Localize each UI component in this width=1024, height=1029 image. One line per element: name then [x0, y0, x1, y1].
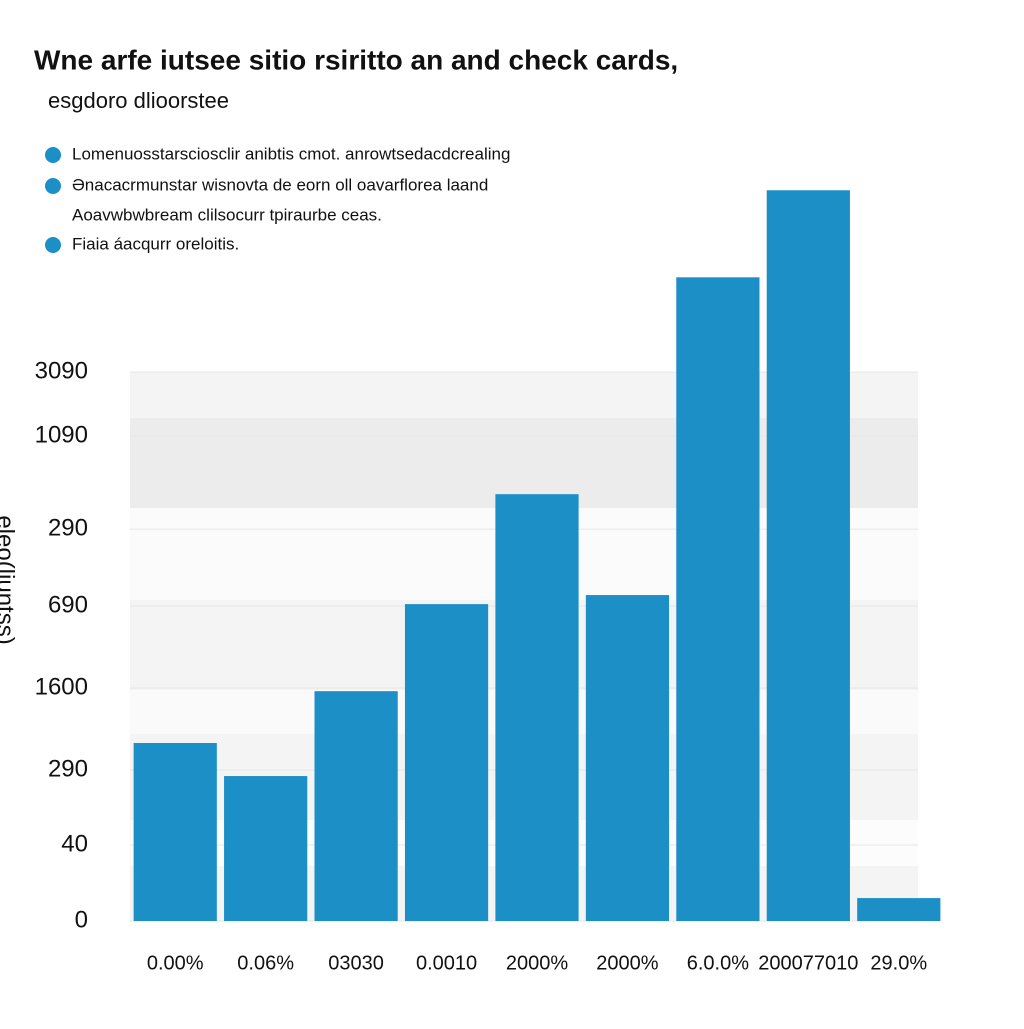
y-axis-label: eleo(ljuntss) — [0, 515, 19, 644]
x-tick-label: 03030 — [328, 952, 384, 974]
x-tick-label: 0.00% — [147, 952, 204, 974]
y-tick-label: 40 — [61, 830, 88, 857]
note: Fiaia áacqurr oreloitis. — [72, 234, 239, 253]
x-tick-label: 200077010 — [758, 952, 858, 974]
y-tick-label: 690 — [48, 591, 88, 618]
note: Lomenuosstarsciosclir anibtis cmot. anro… — [72, 144, 510, 163]
y-tick-label: 290 — [48, 755, 88, 782]
y-tick-label: 1090 — [35, 421, 88, 448]
y-tick-label: 290 — [48, 515, 88, 542]
x-tick-label: 0.06% — [237, 952, 294, 974]
note: Ənacacrmunstar wisnovta de eorn oll oava… — [72, 175, 488, 194]
bar — [766, 190, 850, 921]
bar — [857, 898, 941, 921]
note: Aoavwbwbream clilsocurr tpiraurbe ceas. — [72, 205, 382, 224]
bar — [224, 776, 308, 921]
y-tick-label: 3090 — [35, 358, 88, 385]
x-tick-label: 29.0% — [870, 952, 927, 974]
bar — [676, 277, 760, 921]
x-tick-label: 0.0010 — [416, 952, 477, 974]
x-tick-label: 2000% — [596, 952, 658, 974]
bullet — [45, 237, 61, 253]
y-tick-label: 0 — [75, 906, 88, 933]
x-tick-label: 2000% — [506, 952, 568, 974]
y-tick-label: 1600 — [35, 673, 88, 700]
bar — [495, 494, 579, 921]
x-tick-label: 6.0.0% — [687, 952, 749, 974]
bullet — [45, 147, 61, 163]
bar — [133, 743, 217, 921]
bullet — [45, 178, 61, 194]
bar — [404, 604, 489, 921]
chart-subtitle: esgdoro dlioorstee — [48, 88, 229, 113]
bar — [585, 595, 670, 921]
chart-title: Wne arfe iutsee sitio rsiritto an and ch… — [34, 44, 678, 75]
bar — [314, 691, 398, 921]
